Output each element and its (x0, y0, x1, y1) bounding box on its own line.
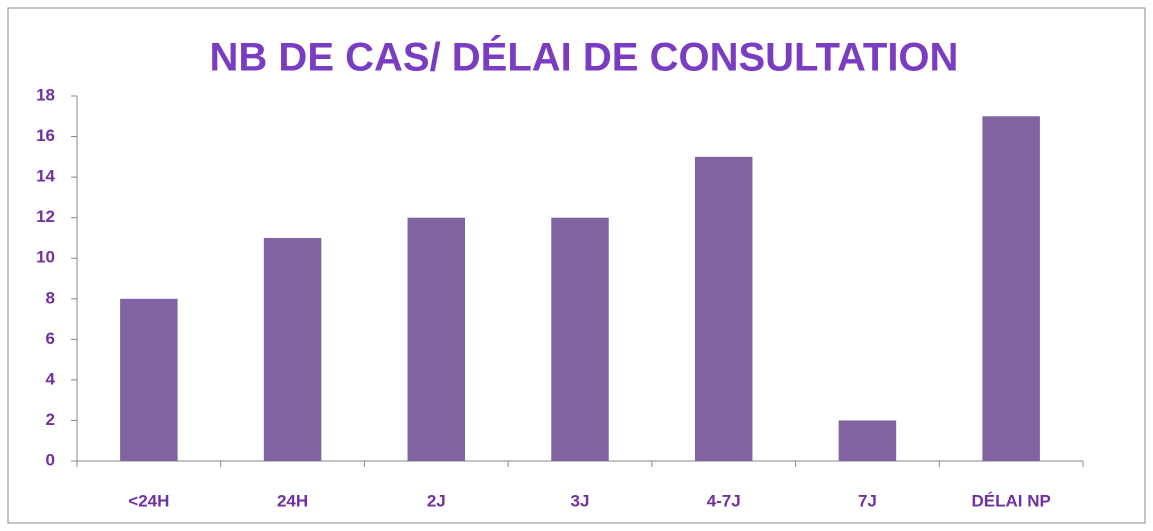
y-tick-label: 10 (36, 248, 55, 267)
x-tick-label: <24H (128, 491, 169, 510)
bar (838, 420, 897, 461)
bar (263, 237, 322, 461)
y-tick-label: 18 (36, 85, 55, 104)
y-tick-label: 4 (46, 369, 56, 388)
x-tick-label: 24H (277, 491, 308, 510)
y-tick-label: 12 (36, 207, 55, 226)
x-tick-label: 3J (571, 491, 590, 510)
bar (120, 298, 178, 461)
x-tick-label: DÉLAI NP (971, 491, 1050, 510)
bar (407, 217, 466, 461)
y-tick-label: 0 (46, 450, 55, 469)
y-tick-label: 14 (36, 167, 55, 186)
bar (551, 217, 609, 461)
bar (694, 156, 753, 462)
y-tick-label: 16 (36, 126, 55, 145)
bar (982, 116, 1040, 462)
y-tick-label: 2 (46, 410, 55, 429)
x-tick-label: 4-7J (707, 491, 741, 510)
x-tick-label: 2J (427, 491, 446, 510)
chart-title: NB DE CAS/ DÉLAI DE CONSULTATION (210, 35, 959, 80)
x-tick-label: 7J (858, 491, 877, 510)
y-tick-label: 8 (46, 288, 55, 307)
y-tick-label: 6 (46, 329, 55, 348)
